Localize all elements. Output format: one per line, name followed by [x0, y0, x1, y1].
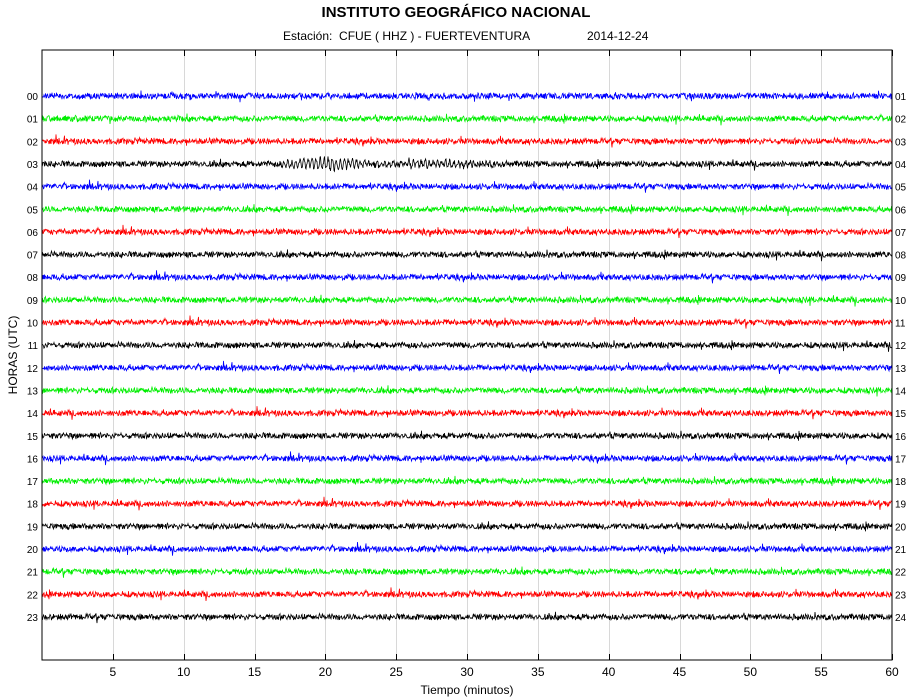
x-tick-label: 35: [531, 665, 545, 679]
grid-lines: [113, 50, 822, 660]
hour-label-right: 20: [895, 522, 907, 533]
hour-label-left: 22: [27, 590, 39, 601]
trace-hour-05: [41, 204, 893, 216]
x-tick-label: 5: [109, 665, 116, 679]
hour-label-left: 14: [27, 409, 39, 420]
x-tick-label: 60: [885, 665, 899, 679]
trace-hour-13: [41, 385, 893, 397]
trace-hour-02: [41, 134, 893, 148]
hour-label-left: 00: [27, 92, 39, 103]
trace-hour-19: [41, 521, 893, 532]
hour-label-left: 08: [27, 273, 39, 284]
hour-label-right: 22: [895, 568, 907, 579]
hour-label-left: 15: [27, 432, 39, 443]
trace-hour-20: [41, 542, 893, 556]
x-tick-label: 30: [460, 665, 474, 679]
x-tick-label: 15: [248, 665, 262, 679]
hour-label-right: 09: [895, 273, 907, 284]
trace-hour-04: [41, 179, 893, 193]
trace-hour-01: [41, 113, 893, 126]
hour-label-right: 14: [895, 386, 907, 397]
hour-label-right: 13: [895, 364, 907, 375]
trace-hour-06: [41, 224, 893, 239]
trace-hour-03: [41, 156, 893, 173]
seismic-traces: [41, 90, 893, 624]
x-tick-label: 55: [814, 665, 828, 679]
hour-label-left: 21: [27, 568, 39, 579]
station-label: Estación: CFUE ( HHZ ) - FUERTEVENTURA: [283, 29, 531, 43]
trace-hour-08: [41, 270, 893, 284]
hour-label-left: 12: [27, 364, 39, 375]
hour-label-left: 13: [27, 386, 39, 397]
trace-hour-12: [41, 360, 893, 374]
hour-label-right: 10: [895, 296, 907, 307]
x-tick-label: 40: [602, 665, 616, 679]
hour-label-left: 10: [27, 319, 39, 330]
hour-label-right: 24: [895, 613, 907, 624]
trace-hour-23: [41, 611, 893, 624]
hour-label-left: 01: [27, 115, 39, 126]
hour-label-left: 06: [27, 228, 39, 239]
x-axis-ticks: 5 10 15 20 25 30 35 40 45 50 55 60: [109, 50, 899, 679]
date-label: 2014-12-24: [587, 29, 649, 43]
hour-label-right: 23: [895, 590, 907, 601]
hour-label-left: 09: [27, 296, 39, 307]
x-tick-label: 45: [673, 665, 687, 679]
trace-hour-21: [41, 566, 893, 578]
hour-label-left: 17: [27, 477, 39, 488]
hour-label-left: 18: [27, 500, 39, 511]
trace-hour-14: [41, 406, 893, 420]
x-tick-label: 50: [744, 665, 758, 679]
hour-label-left: 03: [27, 160, 39, 171]
hour-label-right: 12: [895, 341, 907, 352]
y-axis-label: HORAS (UTC): [6, 316, 20, 395]
trace-hour-09: [41, 294, 893, 307]
trace-hour-16: [41, 451, 893, 466]
trace-hour-07: [41, 249, 893, 262]
hour-label-right: 03: [895, 137, 907, 148]
hour-label-left: 20: [27, 545, 39, 556]
hour-label-left: 11: [28, 341, 39, 352]
hour-label-right: 17: [895, 454, 907, 465]
hour-label-right: 11: [895, 319, 906, 330]
hour-label-left: 16: [27, 454, 39, 465]
trace-hour-22: [41, 587, 893, 602]
hour-label-right: 01: [895, 92, 907, 103]
hour-label-right: 16: [895, 432, 907, 443]
hour-label-left: 04: [27, 183, 39, 194]
chart-title: INSTITUTO GEOGRÁFICO NACIONAL: [321, 4, 591, 21]
hour-label-right: 08: [895, 251, 907, 262]
hour-label-right: 18: [895, 477, 907, 488]
trace-hour-17: [41, 475, 893, 487]
hour-label-left: 19: [27, 522, 39, 533]
right-hour-labels: 01 02 03 04 05 06 07 08 09 10 11 12 13 14 15 16 17 18 19 20…: [895, 92, 907, 624]
hour-label-right: 19: [895, 500, 907, 511]
hour-label-left: 02: [27, 137, 39, 148]
x-axis-label: Tiempo (minutos): [421, 683, 514, 697]
hour-label-left: 05: [27, 205, 39, 216]
hour-label-right: 06: [895, 205, 907, 216]
hour-label-left: 23: [27, 613, 39, 624]
hour-label-left: 07: [27, 251, 39, 262]
left-hour-labels: 00 01 02 03 04 05 06 07 08 09 10 11 12 13 14 15 16 17 18 19…: [27, 92, 39, 624]
trace-hour-18: [41, 496, 893, 511]
trace-hour-15: [41, 430, 893, 441]
x-tick-label: 10: [177, 665, 191, 679]
x-tick-label: 20: [319, 665, 333, 679]
hour-label-right: 21: [895, 545, 907, 556]
hour-label-right: 05: [895, 183, 907, 194]
trace-hour-11: [41, 340, 893, 352]
trace-hour-00: [41, 90, 893, 103]
hour-label-right: 02: [895, 115, 907, 126]
trace-hour-10: [41, 315, 893, 329]
x-tick-label: 25: [389, 665, 403, 679]
hour-label-right: 07: [895, 228, 907, 239]
hour-label-right: 04: [895, 160, 907, 171]
hour-label-right: 15: [895, 409, 907, 420]
